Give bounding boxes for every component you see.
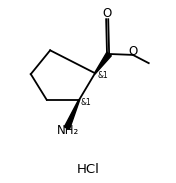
Polygon shape xyxy=(64,100,80,129)
Polygon shape xyxy=(95,52,111,74)
Text: &1: &1 xyxy=(80,98,91,107)
Text: O: O xyxy=(128,45,137,58)
Text: NH₂: NH₂ xyxy=(57,124,79,137)
Text: &1: &1 xyxy=(98,71,108,81)
Text: HCl: HCl xyxy=(77,163,99,176)
Text: O: O xyxy=(102,7,112,20)
